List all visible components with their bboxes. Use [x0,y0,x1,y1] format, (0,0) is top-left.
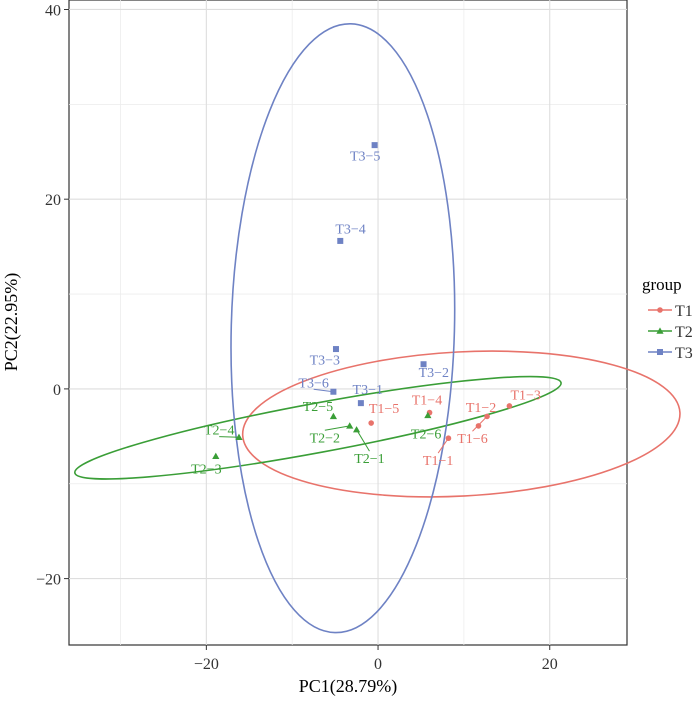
ellipse-t1 [241,350,681,498]
confidence-ellipses [74,23,681,634]
point-label: T2−1 [354,452,384,467]
y-tick-label: 20 [45,192,61,209]
plot-panel [68,0,628,646]
point-label: T2−2 [310,431,340,446]
legend-key-marker [656,327,664,334]
point-label: T3−2 [419,366,449,381]
x-axis-ticks: −20 0 20 [194,645,558,673]
point-label: T3−1 [353,383,383,398]
point-label: T2−4 [204,424,234,439]
point-label: T1−2 [466,401,496,416]
legend-key-marker [657,349,663,355]
y-tick-label: 0 [53,382,61,399]
point-label: T3−5 [350,150,380,165]
point-t2 [346,422,354,429]
ellipse-t3 [230,23,456,634]
point-t2 [212,452,220,459]
point-t3 [371,142,378,149]
point-label: T2−6 [411,427,441,442]
y-tick-label: −20 [36,572,61,589]
point-label: T3−6 [298,376,328,391]
point-label: T2−5 [303,400,333,415]
x-axis-title: PC1(28.79%) [299,676,398,697]
point-t2 [352,426,361,433]
legend-key-marker [657,307,663,313]
label-leader-line [219,436,239,438]
label-leader-line [324,425,350,431]
point-label: T2−3 [191,463,221,478]
y-axis-ticks: −20 0 20 40 [36,2,69,589]
legend: group T1 T2 T3 [642,275,693,362]
x-tick-label: −20 [194,656,219,673]
y-tick-label: 40 [45,2,61,19]
point-t3 [420,361,427,368]
label-leader-line [472,416,488,432]
point-t1 [475,423,482,429]
point-t3 [332,346,339,353]
point-labels: T1−1 T1−2 T1−3 T1−4 T1−5 T1−6 T2−1 T2−2 T2−3 T2−4… [191,150,541,478]
label-leader-line [313,388,334,393]
point-label: T1−4 [412,393,442,408]
point-t1 [506,403,513,409]
x-tick-label: 20 [542,656,558,673]
legend-label-t3: T3 [675,345,693,362]
point-t3 [337,237,344,244]
point-label: T3−3 [310,353,340,368]
legend-title: group [642,275,682,294]
point-t2 [329,412,338,420]
point-label: T3−4 [335,223,365,238]
label-leader-line [356,429,370,452]
grid-minor [69,0,627,645]
point-label: T1−3 [510,389,540,404]
legend-label-t1: T1 [675,303,693,320]
point-t3 [357,400,364,407]
point-label: T1−1 [423,454,453,469]
y-axis-title: PC2(22.95%) [1,273,22,372]
x-tick-label: 0 [374,656,382,673]
point-label: T1−6 [457,432,487,447]
label-leader-line [437,437,449,454]
ellipse-t2 [74,375,562,480]
point-t2 [424,411,432,419]
grid-major [69,0,627,645]
point-label: T1−5 [369,402,399,417]
point-t1 [368,420,374,426]
legend-label-t2: T2 [675,324,693,341]
